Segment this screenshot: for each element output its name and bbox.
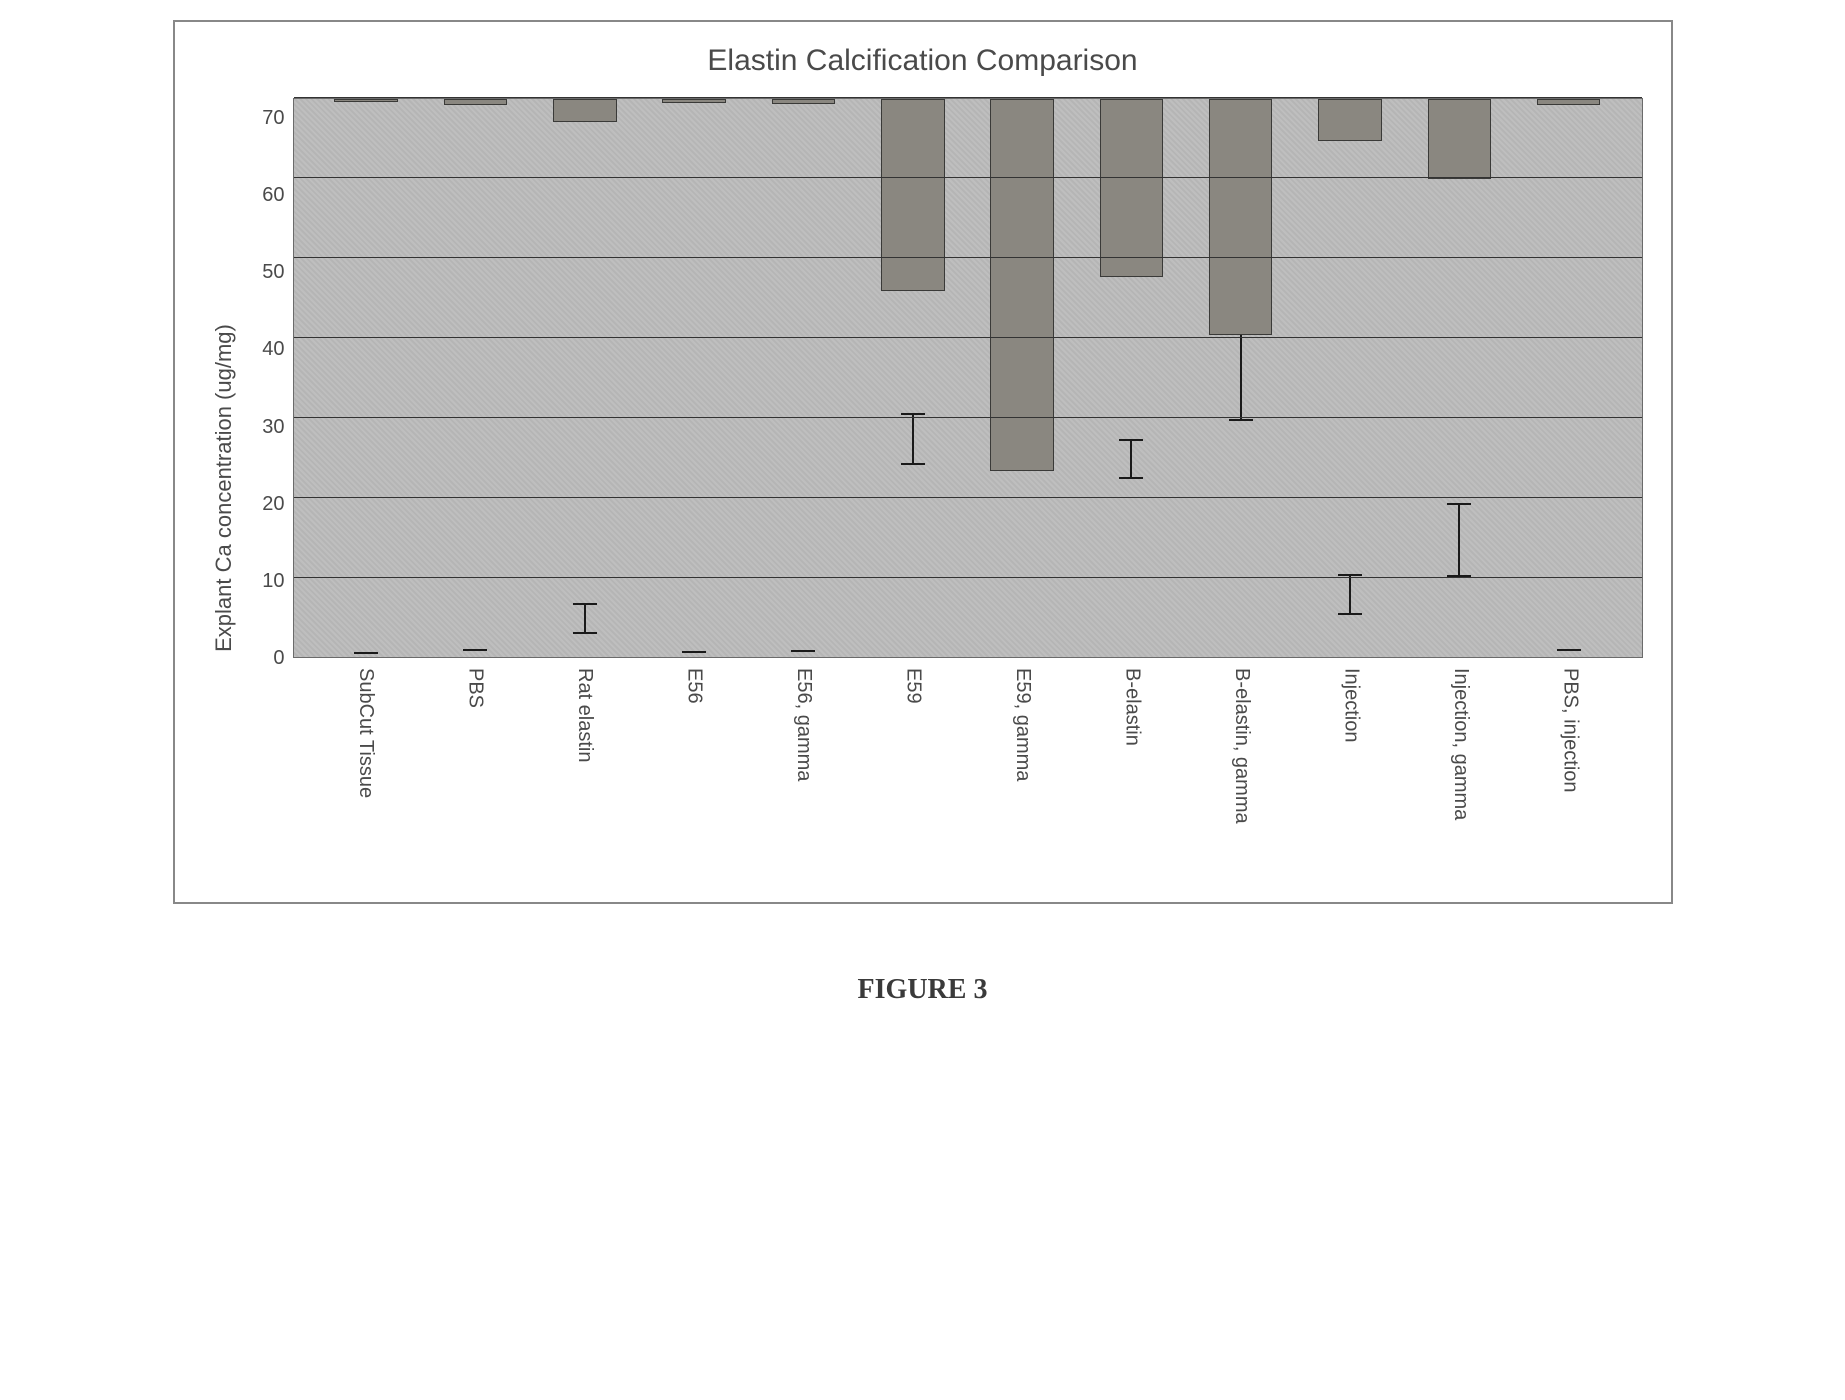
x-label-slot: Rat elastin (530, 664, 640, 878)
gridline (294, 337, 1642, 339)
x-axis-label: B-elastin, gamma (1230, 664, 1253, 824)
bar (772, 99, 835, 104)
error-bar (693, 651, 695, 653)
bar-slot (1295, 99, 1404, 657)
gridline (294, 177, 1642, 179)
bars-container (294, 99, 1642, 657)
bar-slot (858, 99, 967, 657)
error-bar (474, 649, 476, 651)
x-label-slot: E56, gamma (749, 664, 859, 878)
plot-column: SubCut Tissue PBS Rat elastin E56 E56, gamma… (293, 98, 1643, 878)
x-label-slot: Injection, gamma (1406, 664, 1516, 878)
x-axis-label: PBS, injection (1558, 664, 1581, 793)
error-bar (1240, 329, 1242, 421)
x-axis-label: Injection (1339, 664, 1362, 743)
gridline (294, 497, 1642, 499)
bar (881, 99, 944, 291)
y-tick: 20 (245, 494, 285, 514)
bar (662, 99, 725, 103)
bar-slot (530, 99, 639, 657)
bar (1100, 99, 1163, 277)
bar (553, 99, 616, 122)
bar-slot (639, 99, 748, 657)
bar-slot (1405, 99, 1514, 657)
x-axis-label: PBS (463, 664, 486, 708)
bar-slot (421, 99, 530, 657)
x-axis-label: E59 (901, 664, 924, 704)
x-label-slot: PBS, injection (1515, 664, 1625, 878)
y-tick: 60 (245, 185, 285, 205)
x-label-slot: Injection (1296, 664, 1406, 878)
x-label-slot: E59, gamma (968, 664, 1078, 878)
x-label-slot: PBS (420, 664, 530, 878)
x-label-slot: E59 (858, 664, 968, 878)
gridline (294, 577, 1642, 579)
gridline (294, 97, 1642, 99)
bar-slot (312, 99, 421, 657)
x-label-slot: B-elastin, gamma (1187, 664, 1297, 878)
chart-outer-border: Elastin Calcification Comparison Explant… (173, 20, 1673, 904)
x-axis-label: E56 (682, 664, 705, 704)
x-axis-label: Injection, gamma (1449, 664, 1472, 820)
error-bar (802, 650, 804, 652)
x-axis-label: E56, gamma (792, 664, 815, 781)
x-axis-labels: SubCut Tissue PBS Rat elastin E56 E56, gamma… (293, 658, 1643, 878)
gridline (294, 417, 1642, 419)
y-tick: 50 (245, 262, 285, 282)
error-bar (1458, 503, 1460, 577)
y-tick: 30 (245, 417, 285, 437)
error-bar (1568, 649, 1570, 651)
y-axis-label-wrap: Explant Ca concentration (ug/mg) (203, 98, 245, 878)
y-axis-ticks: 706050403020100 (245, 98, 293, 658)
bar-slot (749, 99, 858, 657)
x-axis-label: B-elastin (1120, 664, 1143, 746)
bar-slot (1186, 99, 1295, 657)
bar (1428, 99, 1491, 179)
bar (990, 99, 1053, 471)
x-label-slot: SubCut Tissue (311, 664, 421, 878)
bar (444, 99, 507, 105)
bar-slot (1077, 99, 1186, 657)
bar-slot (967, 99, 1076, 657)
x-axis-label: Rat elastin (573, 664, 596, 763)
error-bar (365, 652, 367, 654)
y-tick: 40 (245, 339, 285, 359)
figure-container: Elastin Calcification Comparison Explant… (173, 20, 1673, 1006)
error-bar (584, 603, 586, 633)
chart-body: Explant Ca concentration (ug/mg) 70 60 50 4… (203, 98, 1643, 878)
chart-title: Elastin Calcification Comparison (203, 44, 1643, 78)
plot-area (293, 98, 1643, 658)
y-tick: 70 (245, 108, 285, 128)
x-label-slot: B-elastin (1077, 664, 1187, 878)
x-axis-label: SubCut Tissue (354, 664, 377, 798)
error-bar (1349, 574, 1351, 616)
bar (334, 99, 397, 102)
error-bar (912, 413, 914, 465)
y-tick: 0 (245, 648, 285, 668)
bar (1209, 99, 1272, 335)
bar (1537, 99, 1600, 105)
x-label-slot: E56 (639, 664, 749, 878)
x-axis-label: E59, gamma (1011, 664, 1034, 781)
y-axis-label: Explant Ca concentration (ug/mg) (211, 324, 237, 652)
gridline (294, 257, 1642, 259)
error-bar (1130, 439, 1132, 479)
figure-caption: FIGURE 3 (173, 974, 1673, 1006)
bar-slot (1514, 99, 1623, 657)
y-tick: 10 (245, 571, 285, 591)
bar (1318, 99, 1381, 141)
